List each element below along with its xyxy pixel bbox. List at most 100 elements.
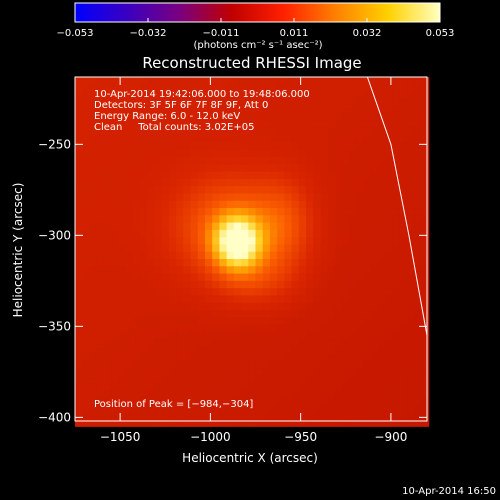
heatmap-cell: [363, 295, 372, 304]
heatmap-cell: [320, 215, 329, 224]
heatmap-cell: [378, 280, 386, 289]
heatmap-cell: [139, 229, 148, 238]
heatmap-cell: [96, 186, 105, 194]
x-tick-label: −1050: [100, 430, 141, 444]
heatmap-cell: [111, 120, 119, 129]
heatmap-cell: [255, 360, 264, 369]
heatmap-cell: [356, 200, 365, 209]
heatmap-cell: [255, 302, 264, 311]
heatmap-cell: [392, 77, 401, 85]
heatmap-cell: [313, 84, 321, 92]
heatmap-cell: [269, 164, 278, 173]
heatmap-cell: [356, 237, 365, 245]
heatmap-cell: [421, 302, 430, 311]
heatmap-cell: [284, 317, 293, 325]
heatmap-cell: [248, 149, 256, 158]
heatmap-cell: [154, 324, 163, 333]
heatmap-cell: [313, 346, 321, 355]
heatmap-cell: [132, 91, 141, 100]
heatmap-cell: [298, 149, 307, 158]
heatmap-cell: [378, 309, 386, 318]
heatmap-cell: [161, 244, 170, 253]
heatmap-cell: [219, 295, 228, 304]
heatmap-cell: [190, 244, 199, 253]
heatmap-cell: [349, 77, 357, 85]
heatmap-cell: [190, 411, 199, 420]
heatmap-cell: [132, 353, 141, 362]
heatmap-cell: [298, 237, 307, 245]
heatmap-cell: [349, 295, 357, 304]
heatmap-cell: [320, 353, 329, 362]
heatmap-cell: [356, 404, 365, 413]
heatmap-cell: [147, 127, 155, 136]
heatmap-cell: [132, 346, 141, 355]
heatmap-cell: [241, 157, 249, 165]
heatmap-cell: [161, 237, 170, 245]
heatmap-cell: [421, 368, 430, 376]
heatmap-cell: [277, 164, 285, 173]
heatmap-cell: [233, 142, 242, 151]
heatmap-cell: [111, 113, 119, 122]
heatmap-cell: [269, 157, 278, 165]
heatmap-cell: [356, 324, 365, 333]
heatmap-cell: [161, 193, 170, 202]
heatmap-cell: [306, 251, 314, 260]
heatmap-cell: [414, 135, 422, 143]
heatmap-cell: [233, 266, 242, 274]
heatmap-cell: [378, 390, 386, 398]
heatmap-cell: [356, 251, 365, 260]
heatmap-cell: [233, 113, 242, 122]
heatmap-cell: [219, 382, 228, 391]
heatmap-cell: [414, 186, 422, 194]
heatmap-cell: [269, 91, 278, 100]
heatmap-cell: [262, 215, 271, 224]
heatmap-cell: [212, 397, 220, 406]
heatmap-cell: [154, 77, 163, 85]
heatmap-cell: [269, 222, 278, 231]
heatmap-cell: [103, 346, 112, 355]
heatmap-cell: [233, 164, 242, 173]
heatmap-cell: [154, 157, 163, 165]
heatmap-cell: [82, 135, 90, 143]
heatmap-cell: [334, 397, 343, 406]
heatmap-cell: [147, 251, 155, 260]
heatmap-cell: [306, 164, 314, 173]
heatmap-cell: [233, 98, 242, 107]
heatmap-cell: [147, 120, 155, 129]
heatmap-cell: [407, 353, 415, 362]
heatmap-cell: [241, 324, 249, 333]
heatmap-cell: [255, 346, 264, 355]
heatmap-cell: [334, 215, 343, 224]
heatmap-cell: [255, 339, 264, 347]
heatmap-cell: [168, 317, 177, 325]
heatmap-cell: [342, 339, 350, 347]
heatmap-cell: [111, 98, 119, 107]
heatmap-cell: [407, 251, 415, 260]
heatmap-cell: [385, 127, 394, 136]
heatmap-cell: [161, 411, 170, 420]
heatmap-cell: [313, 164, 321, 173]
heatmap-cell: [284, 411, 293, 420]
heatmap-cell: [89, 113, 98, 122]
heatmap-cell: [176, 157, 184, 165]
heatmap-cell: [342, 397, 350, 406]
heatmap-cell: [183, 208, 191, 216]
heatmap-cell: [75, 229, 83, 238]
heatmap-cell: [75, 98, 83, 107]
heatmap-cell: [320, 171, 329, 180]
heatmap-cell: [82, 171, 90, 180]
heatmap-cell: [168, 142, 177, 151]
heatmap-cell: [320, 229, 329, 238]
heatmap-cell: [414, 317, 422, 325]
heatmap-cell: [392, 106, 401, 114]
heatmap-cell: [226, 106, 235, 114]
heatmap-cell: [147, 135, 155, 143]
heatmap-cell: [421, 77, 430, 85]
heatmap-cell: [327, 157, 336, 165]
heatmap-cell: [132, 419, 141, 427]
heatmap-cell: [298, 251, 307, 260]
heatmap-cell: [407, 368, 415, 376]
heatmap-cell: [226, 339, 235, 347]
heatmap-cell: [334, 346, 343, 355]
